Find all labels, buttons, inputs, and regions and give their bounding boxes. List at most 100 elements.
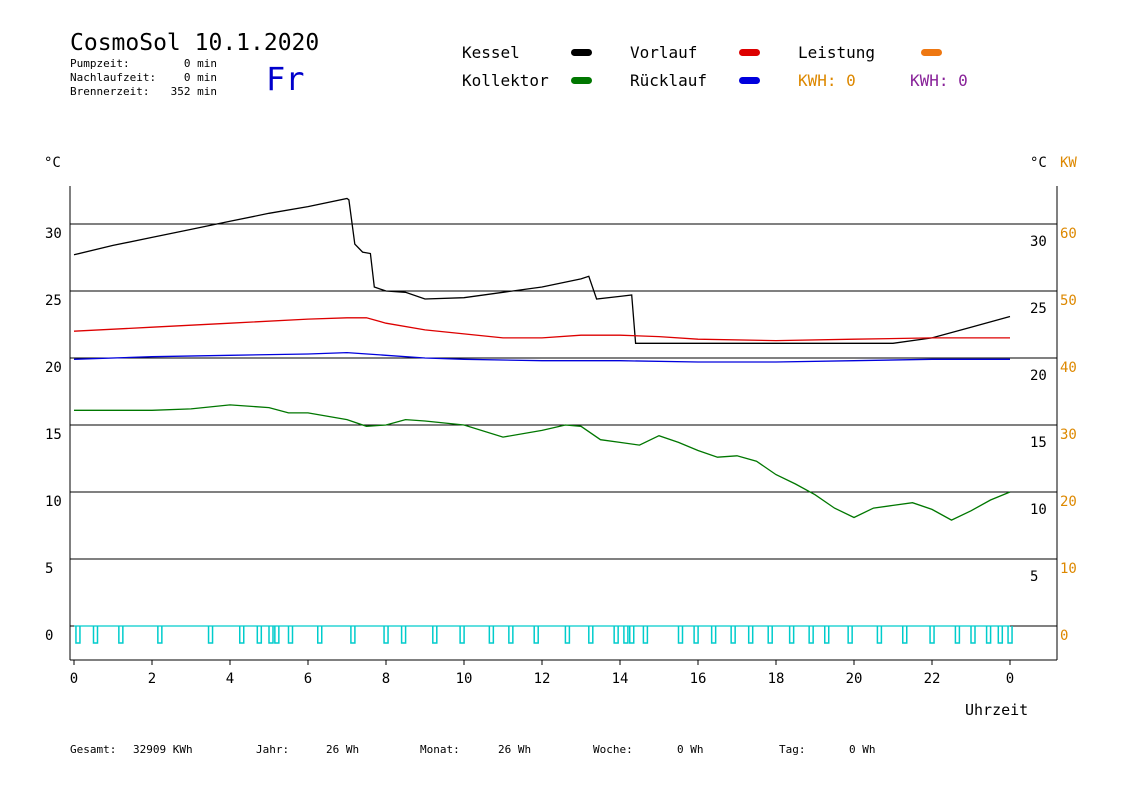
pump-pulse-15 bbox=[459, 626, 465, 644]
pump-pulse-1 bbox=[92, 626, 99, 644]
kwh-leistung-label: KWH: 0 bbox=[798, 71, 856, 90]
y-tick-right-kw-10: 10 bbox=[1060, 561, 1077, 577]
x-tick-11: 22 bbox=[924, 671, 941, 687]
pump-pulse-33 bbox=[824, 626, 830, 644]
pump-pulse-7 bbox=[268, 626, 274, 644]
footer-woche-value: 0 Wh bbox=[677, 743, 704, 756]
pump-pulse-16 bbox=[488, 626, 495, 644]
right-axis-unit-kw: KW bbox=[1060, 155, 1077, 171]
series-ruecklauf bbox=[73, 351, 1010, 363]
pump-pulse-29 bbox=[747, 626, 754, 644]
stat-pumpzeit-value: 0 min bbox=[183, 57, 217, 70]
pump-pulse-20 bbox=[588, 626, 594, 644]
pump-pulse-24 bbox=[642, 626, 649, 644]
pump-pulse-25 bbox=[677, 626, 684, 644]
y-tick-left-20: 20 bbox=[45, 360, 62, 376]
x-axis-label: Uhrzeit bbox=[965, 701, 1029, 719]
legend-vorlauf-label: Vorlauf bbox=[630, 43, 698, 62]
y-tick-right-kw-50: 50 bbox=[1060, 293, 1077, 309]
pump-pulse-26 bbox=[693, 626, 699, 644]
pump-pulse-38 bbox=[954, 626, 961, 644]
x-tick-1: 2 bbox=[148, 671, 156, 687]
pump-pulse-32 bbox=[808, 626, 814, 644]
pump-pulse-40 bbox=[985, 626, 992, 644]
pump-pulse-17 bbox=[508, 626, 514, 644]
legend-kessel-swatch bbox=[571, 49, 592, 56]
x-tick-2: 4 bbox=[226, 671, 234, 687]
pump-pulse-39 bbox=[970, 626, 976, 644]
y-tick-right-kw-60: 60 bbox=[1060, 226, 1077, 242]
pump-pulse-4 bbox=[207, 626, 214, 644]
legend-vorlauf-swatch bbox=[739, 49, 760, 56]
y-tick-left-25: 25 bbox=[45, 293, 62, 309]
pump-pulse-28 bbox=[730, 626, 736, 644]
y-tick-right-kw-30: 30 bbox=[1060, 427, 1077, 443]
left-axis-unit: °C bbox=[44, 155, 61, 171]
series-kessel bbox=[73, 197, 1011, 344]
pump-pulse-22 bbox=[623, 626, 629, 644]
pump-pulse-2 bbox=[118, 626, 124, 644]
pump-pulse-6 bbox=[256, 626, 263, 644]
pump-pulse-36 bbox=[902, 626, 908, 644]
y-tick-right-c-30: 30 bbox=[1030, 234, 1047, 250]
legend-kessel-label: Kessel bbox=[462, 43, 520, 62]
stat-nachlaufzeit-label: Nachlaufzeit: bbox=[70, 71, 157, 84]
x-tick-6: 12 bbox=[534, 671, 551, 687]
footer-jahr-value: 26 Wh bbox=[326, 743, 360, 756]
pump-pulse-12 bbox=[383, 626, 389, 644]
series-kollektor bbox=[74, 404, 1011, 521]
legend-leistung-swatch bbox=[921, 49, 942, 56]
x-tick-7: 14 bbox=[612, 671, 629, 687]
y-tick-left-30: 30 bbox=[45, 226, 62, 242]
stat-brennerzeit-value: 352 min bbox=[170, 85, 217, 98]
x-tick-12: 0 bbox=[1006, 671, 1014, 687]
y-tick-right-c-5: 5 bbox=[1030, 569, 1038, 585]
footer-monat-value: 26 Wh bbox=[498, 743, 532, 756]
pump-pulse-19 bbox=[564, 626, 571, 644]
pump-pulse-35 bbox=[876, 626, 883, 644]
y-tick-right-c-15: 15 bbox=[1030, 435, 1047, 451]
pump-pulse-37 bbox=[929, 626, 935, 644]
footer-woche-label: Woche: bbox=[593, 743, 633, 756]
y-tick-left-0: 0 bbox=[45, 628, 53, 644]
x-tick-9: 18 bbox=[768, 671, 785, 687]
y-tick-right-c-25: 25 bbox=[1030, 301, 1047, 317]
pump-pulse-11 bbox=[350, 626, 356, 644]
pump-pulse-41 bbox=[997, 626, 1004, 644]
legend-ruecklauf-label: Rücklauf bbox=[630, 71, 708, 90]
x-tick-4: 8 bbox=[382, 671, 390, 687]
x-tick-8: 16 bbox=[690, 671, 707, 687]
y-tick-right-kw-20: 20 bbox=[1060, 494, 1077, 510]
x-tick-10: 20 bbox=[846, 671, 863, 687]
footer-jahr-label: Jahr: bbox=[256, 743, 290, 756]
pump-pulse-34 bbox=[847, 626, 853, 644]
kwh-secondary-label: KWH: 0 bbox=[910, 71, 968, 90]
pump-pulse-21 bbox=[613, 626, 619, 644]
y-tick-left-5: 5 bbox=[45, 561, 53, 577]
pump-pulse-8 bbox=[274, 626, 280, 644]
x-tick-0: 0 bbox=[70, 671, 78, 687]
y-tick-right-c-10: 10 bbox=[1030, 502, 1047, 518]
stat-pumpzeit-label: Pumpzeit: bbox=[70, 57, 130, 70]
weekday-label: Fr bbox=[266, 60, 305, 98]
y-tick-left-10: 10 bbox=[45, 494, 62, 510]
pump-pulse-23 bbox=[629, 626, 635, 644]
pump-pulse-14 bbox=[432, 626, 438, 644]
pump-pulse-3 bbox=[157, 626, 163, 644]
y-tick-left-15: 15 bbox=[45, 427, 62, 443]
pump-pulse-27 bbox=[710, 626, 717, 644]
right-axis-unit-c: °C bbox=[1030, 155, 1047, 171]
footer-tag-label: Tag: bbox=[779, 743, 806, 756]
y-tick-right-c-20: 20 bbox=[1030, 368, 1047, 384]
chart-title: CosmoSol 10.1.2020 bbox=[70, 30, 320, 56]
footer-tag-value: 0 Wh bbox=[849, 743, 876, 756]
legend-kollektor-label: Kollektor bbox=[462, 71, 549, 90]
stat-brennerzeit-label: Brennerzeit: bbox=[70, 85, 150, 98]
legend-kollektor-swatch bbox=[571, 77, 592, 84]
pump-pulse-10 bbox=[317, 626, 323, 644]
pump-pulse-5 bbox=[239, 626, 245, 644]
stat-nachlaufzeit-value: 0 min bbox=[183, 71, 217, 84]
pump-pulse-13 bbox=[400, 626, 407, 644]
legend-leistung-label: Leistung bbox=[798, 43, 876, 62]
